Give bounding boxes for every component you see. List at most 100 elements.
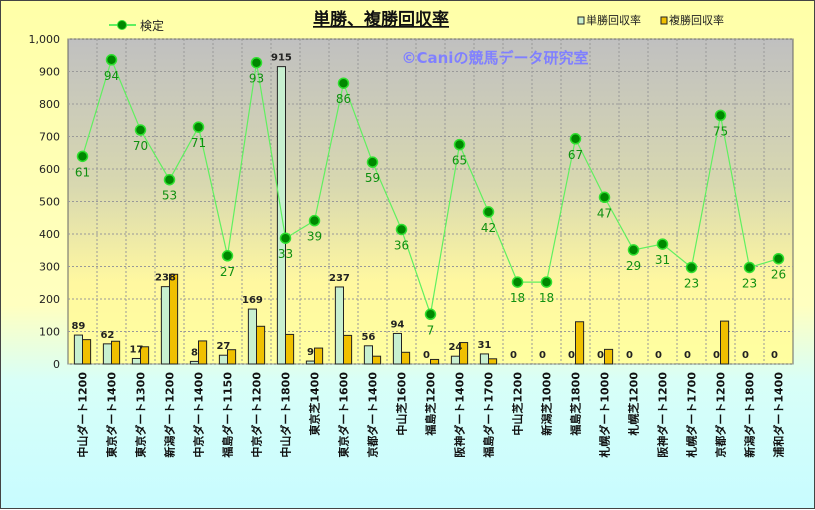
point-kentei	[714, 109, 727, 122]
x-tick-label: 札幌芝1200	[627, 372, 641, 437]
point-kentei	[221, 250, 234, 262]
bar-label: 0	[713, 350, 720, 361]
watermark: ©Caniの競馬データ研究室	[402, 49, 589, 67]
bar-tansho	[160, 286, 171, 365]
point-kentei	[656, 238, 669, 250]
point-kentei	[76, 150, 89, 163]
point-kentei	[772, 252, 785, 265]
point-kentei	[627, 244, 640, 256]
point-label: 27	[220, 265, 235, 279]
point-label: 23	[742, 276, 757, 290]
legend-swatch-tansho	[577, 16, 585, 25]
x-tick-label: 福島ダート1700	[482, 372, 496, 459]
point-label: 18	[539, 291, 554, 305]
y-tick-label: 500	[39, 196, 60, 209]
point-kentei	[569, 133, 582, 145]
bar-label: 0	[539, 350, 546, 361]
point-label: 29	[626, 259, 641, 273]
bar-label: 0	[655, 350, 662, 361]
bar-tansho	[247, 308, 258, 365]
bar-label: 0	[568, 350, 575, 361]
x-tick-label: 中山ダート1200	[76, 372, 90, 458]
point-label: 23	[684, 276, 699, 290]
bar-fukusho	[401, 351, 411, 365]
x-tick-label: 中山ダート1800	[279, 372, 293, 458]
x-tick-label: 中京ダート1200	[250, 372, 264, 458]
y-tick-label: 400	[39, 228, 60, 241]
bar-label: 0	[742, 350, 749, 361]
bar-label: 31	[477, 340, 491, 351]
point-kentei	[424, 308, 437, 321]
bar-tansho	[450, 355, 461, 365]
bar-tansho	[102, 343, 112, 365]
bar-label: 0	[684, 350, 691, 361]
x-tick-label: 東京ダート1600	[337, 372, 351, 458]
point-label: 33	[278, 247, 293, 261]
bar-label: 0	[771, 350, 778, 361]
point-label: 67	[568, 148, 583, 162]
point-label: 26	[771, 268, 786, 282]
x-tick-label: 中山芝1600	[395, 372, 409, 436]
bar-label: 24	[448, 342, 462, 353]
bar-fukusho	[227, 349, 237, 365]
point-label: 65	[452, 154, 467, 168]
x-tick-label: 浦和ダート1400	[772, 372, 786, 458]
bar-label: 0	[626, 350, 633, 361]
x-tick-label: 福島芝1200	[424, 372, 438, 437]
bar-fukusho	[430, 358, 440, 365]
point-kentei	[134, 124, 147, 136]
bar-tansho	[189, 360, 200, 365]
chart-title: 単勝、複勝回収率	[313, 9, 449, 30]
x-tick-label: 札幌ダート1700	[685, 372, 699, 459]
point-label: 75	[713, 124, 728, 138]
point-kentei	[366, 156, 379, 168]
y-tick-label: 700	[39, 131, 60, 144]
y-tick-label: 300	[39, 261, 60, 274]
bar-label: 27	[216, 341, 230, 352]
bar-tansho	[305, 360, 316, 365]
point-kentei	[453, 138, 466, 151]
bar-tansho	[363, 345, 374, 365]
point-label: 31	[655, 253, 670, 267]
bar-label: 237	[329, 273, 350, 284]
point-label: 53	[162, 189, 177, 203]
point-label: 70	[133, 139, 148, 153]
bar-label: 0	[423, 350, 430, 361]
point-kentei	[105, 54, 118, 66]
bar-label: 17	[129, 344, 143, 355]
x-tick-label: 福島ダート1150	[221, 372, 235, 459]
x-tick-label: 中京ダート1400	[192, 372, 206, 458]
y-tick-label: 1,000	[29, 33, 61, 46]
point-kentei	[250, 56, 263, 69]
bar-label: 89	[71, 321, 85, 332]
bar-label: 915	[271, 53, 292, 64]
point-label: 39	[307, 230, 322, 244]
bar-label: 8	[191, 347, 198, 358]
point-kentei	[598, 191, 611, 204]
x-tick-label: 阪神ダート1400	[453, 372, 467, 458]
bar-label: 9	[307, 347, 314, 358]
bar-fukusho	[314, 347, 324, 365]
y-tick-label: 900	[39, 66, 60, 79]
bar-fukusho	[604, 348, 614, 365]
y-tick-label: 600	[39, 163, 60, 176]
bar-label: 56	[361, 332, 375, 343]
legend-marker-icon	[117, 20, 127, 30]
legend-label-fukusho: 複勝回収率	[669, 13, 724, 27]
legend-swatch-fukusho	[660, 16, 668, 25]
bar-label: 238	[155, 273, 176, 284]
point-kentei	[163, 173, 176, 186]
point-label: 18	[510, 291, 525, 305]
bar-fukusho	[198, 340, 208, 365]
bar-fukusho	[82, 339, 92, 365]
point-label: 61	[75, 165, 90, 179]
x-tick-label: 京都ダート1200	[714, 372, 728, 458]
point-label: 71	[191, 136, 206, 150]
x-tick-label: 新潟ダート1200	[163, 372, 177, 458]
point-label: 59	[365, 171, 380, 185]
x-tick-label: 東京芝1400	[308, 372, 322, 436]
bar-label: 0	[510, 350, 517, 361]
bar-fukusho	[488, 358, 498, 365]
bar-tansho	[334, 286, 345, 365]
